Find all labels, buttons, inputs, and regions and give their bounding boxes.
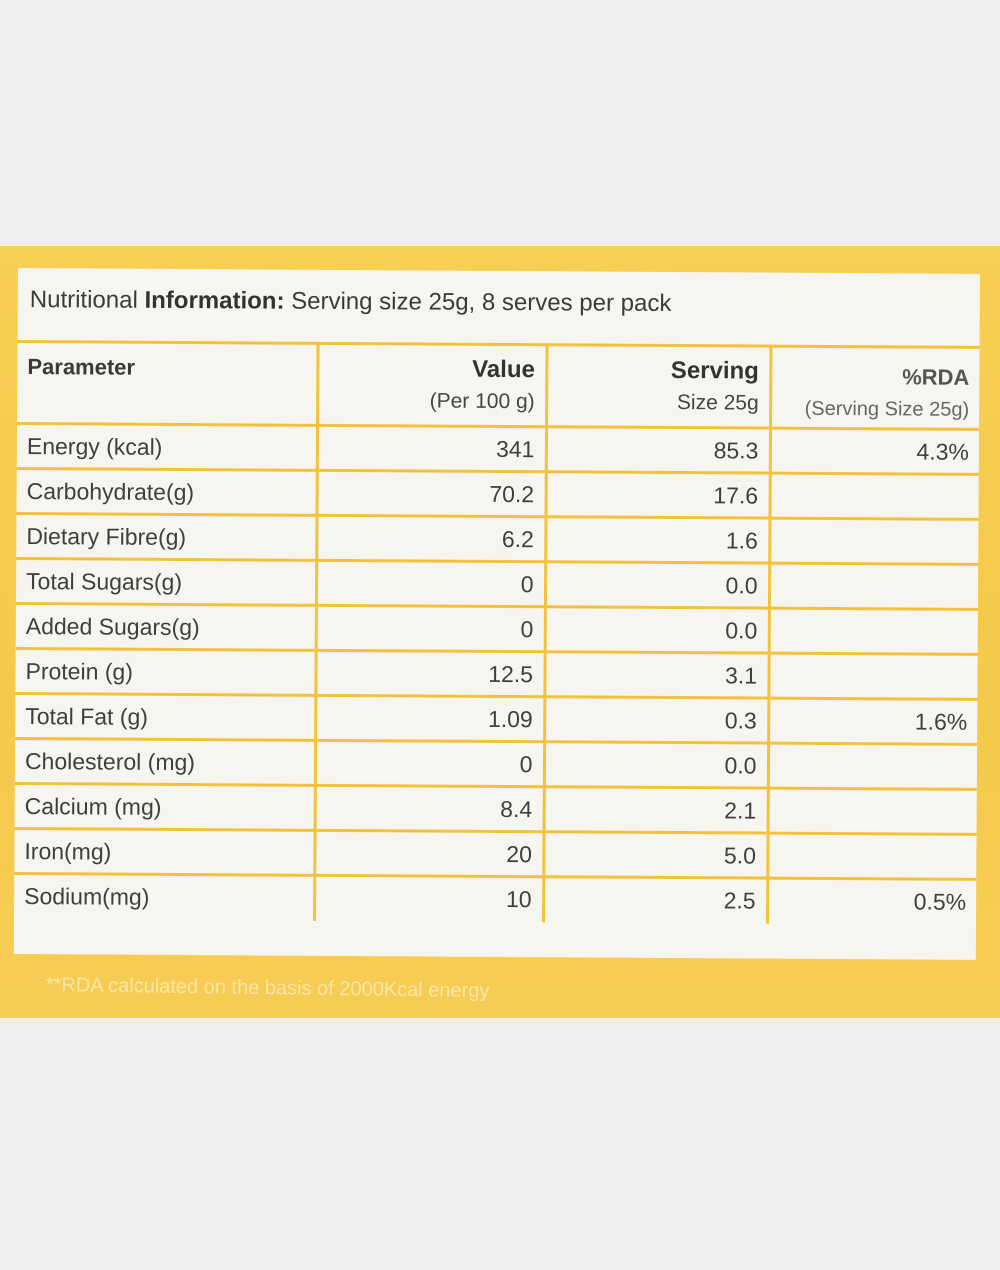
row-serving: 2.5 [543,876,768,924]
row-value: 0 [315,605,545,652]
table-row: Cholesterol (mg) 0 0.0 [14,738,978,790]
rda-footnote: **RDA calculated on the basis of 2000Kca… [45,974,490,1003]
table-row: Calcium (mg) 8.4 2.1 [14,783,977,835]
row-parameter: Dietary Fibre(g) [16,513,317,561]
row-rda [769,518,979,565]
row-rda: 4.3% [769,428,980,475]
title-strong: Information: [144,286,285,315]
row-rda [768,563,979,610]
row-parameter: Added Sugars(g) [15,603,316,651]
row-parameter: Protein (g) [15,648,316,696]
header-serving-label: Serving [670,356,759,385]
row-serving: 0.0 [544,606,769,654]
table-row: Energy (kcal) 341 85.3 4.3% [16,423,980,475]
row-value: 70.2 [316,470,546,517]
nutrition-title: Nutritional Information: Serving size 25… [30,286,672,318]
row-value: 6.2 [316,515,546,562]
table-row: Protein (g) 12.5 3.1 [15,648,978,700]
yellow-package: Nutritional Information: Serving size 25… [0,246,1000,1018]
table-row: Total Fat (g) 1.09 0.3 1.6% [15,693,978,745]
nutrition-label: Nutritional Information: Serving size 25… [13,268,980,960]
row-serving: 2.1 [543,786,768,834]
row-parameter: Total Fat (g) [15,693,316,741]
row-rda: 1.6% [768,698,978,745]
nutrition-table: Parameter Value (Per 100 g) Serving Size… [14,340,980,925]
header-value-sub: (Per 100 g) [429,389,535,414]
table-row: Iron(mg) 20 5.0 [14,828,977,880]
row-value: 341 [316,425,547,472]
row-serving: 0.0 [543,741,769,789]
header-serving-sub: Size 25g [676,391,759,415]
row-parameter: Sodium(mg) [14,873,315,921]
row-value: 12.5 [315,650,545,697]
row-parameter: Total Sugars(g) [15,558,317,606]
row-value: 8.4 [314,785,544,832]
row-value: 10 [314,875,544,922]
header-parameter: Parameter [17,341,318,426]
row-parameter: Cholesterol (mg) [14,738,316,786]
row-serving: 17.6 [545,471,770,519]
table-row: Sodium(mg) 10 2.5 0.5% [14,873,977,925]
row-rda: 0.5% [767,878,977,925]
row-rda [767,833,977,880]
table-header-row: Parameter Value (Per 100 g) Serving Size… [17,341,980,430]
row-parameter: Calcium (mg) [14,783,315,831]
row-serving: 1.6 [545,516,770,564]
row-parameter: Carbohydrate(g) [16,468,317,516]
row-rda [768,608,978,655]
row-rda [767,743,978,790]
table-row: Dietary Fibre(g) 6.2 1.6 [16,513,979,565]
table-row: Total Sugars(g) 0 0.0 [15,558,979,610]
row-serving: 0.0 [544,561,770,609]
table-row: Carbohydrate(g) 70.2 17.6 [16,468,979,520]
row-value: 0 [314,740,545,787]
row-serving: 85.3 [545,426,771,474]
row-value: 20 [314,830,544,877]
header-serving: Serving Size 25g [546,344,771,429]
row-rda [768,653,978,700]
row-value: 0 [315,560,546,607]
header-value: Value (Per 100 g) [317,343,547,427]
table-row: Added Sugars(g) 0 0.0 [15,603,978,655]
row-parameter: Energy (kcal) [16,423,318,471]
row-value: 1.09 [315,695,545,742]
header-rda-sub: (Serving Size 25g) [804,397,970,421]
header-rda: %RDA (Serving Size 25g) [770,346,980,430]
row-serving: 3.1 [544,651,769,699]
header-parameter-label: Parameter [27,354,136,380]
title-serving-info: Serving size 25g, 8 serves per pack [291,287,672,317]
header-rda-label: %RDA [902,364,970,390]
header-value-label: Value [472,355,535,384]
row-parameter: Iron(mg) [14,828,315,876]
row-serving: 5.0 [543,831,768,879]
row-serving: 0.3 [544,696,769,744]
row-rda [769,473,979,520]
title-prefix: Nutritional [29,286,138,314]
row-rda [767,788,977,835]
